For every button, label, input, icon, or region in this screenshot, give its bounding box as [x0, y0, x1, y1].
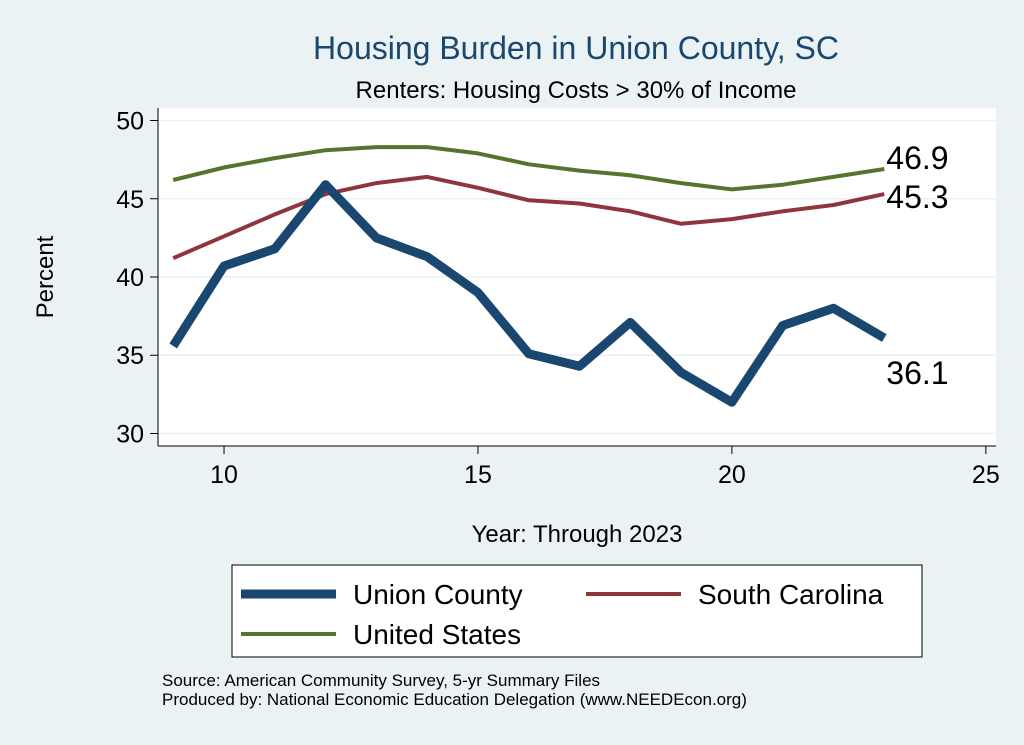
chart-subtitle: Renters: Housing Costs > 30% of Income	[356, 77, 797, 104]
series-line-south-carolina	[172, 174, 885, 261]
legend-box	[231, 564, 923, 658]
legend-label: Union County	[353, 579, 523, 610]
end-label: 45.3	[886, 179, 948, 215]
x-tick-label: 20	[718, 461, 746, 489]
y-tick-label: 50	[116, 108, 144, 136]
x-tick-label: 25	[972, 461, 1000, 489]
footer: Source: American Community Survey, 5-yr …	[162, 671, 747, 709]
legend-label: South Carolina	[698, 579, 884, 610]
gridlines	[158, 119, 996, 435]
legend-label: United States	[353, 619, 521, 650]
y-tick-label: 30	[116, 420, 144, 448]
axes: 30 35 40 45 50 10 15 20 25	[116, 108, 1000, 489]
x-tick-label: 10	[210, 461, 238, 489]
end-label: 46.9	[886, 140, 948, 176]
producer-note: Produced by: National Economic Education…	[162, 690, 747, 709]
series-line-union-county	[169, 180, 887, 407]
y-tick-label: 40	[116, 264, 144, 292]
x-tick-label: 15	[464, 461, 492, 489]
chart-title: Housing Burden in Union County, SC	[313, 30, 839, 66]
legend: Union County South Carolina United States	[231, 564, 923, 658]
series-line-united-states	[172, 145, 885, 192]
source-note: Source: American Community Survey, 5-yr …	[162, 671, 601, 690]
y-tick-label: 45	[116, 186, 144, 214]
end-labels: 36.1 45.346.9	[886, 140, 948, 391]
series-lines	[169, 145, 887, 407]
end-label: 36.1	[886, 355, 948, 391]
y-axis-label: Percent	[32, 235, 59, 318]
y-tick-label: 35	[116, 342, 144, 370]
x-axis-label: Year: Through 2023	[472, 521, 683, 548]
